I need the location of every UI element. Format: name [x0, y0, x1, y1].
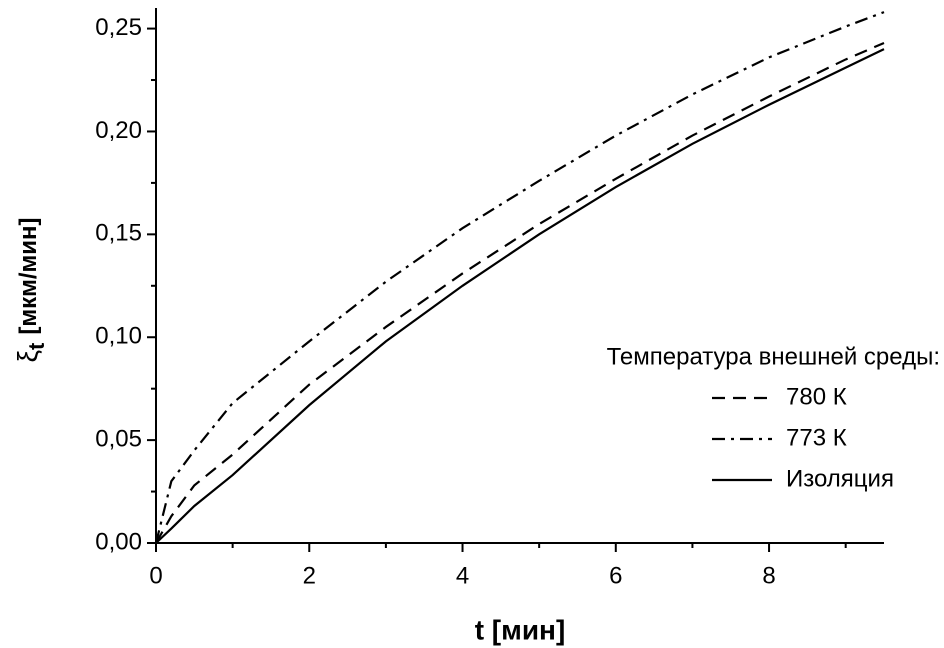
legend-label: Изоляция: [786, 465, 894, 492]
y-tick-label: 0,00: [95, 528, 142, 555]
y-tick-label: 0,05: [95, 425, 142, 452]
y-tick-label: 0,15: [95, 220, 142, 247]
x-tick-label: 8: [762, 562, 775, 589]
series-line: [154, 11, 885, 544]
y-label-symbol: ξ: [12, 350, 43, 363]
y-tick-label: 0,10: [95, 323, 142, 350]
series-line: [155, 48, 885, 544]
legend-label: 780 К: [786, 383, 847, 410]
legend-title: Температура внешней среды:: [607, 343, 940, 370]
y-tick-label: 0,25: [95, 14, 142, 41]
y-tick-label: 0,20: [95, 117, 142, 144]
series-line: [155, 41, 885, 544]
x-tick-label: 6: [609, 562, 622, 589]
x-axis-label: t [мин]: [475, 614, 566, 645]
y-label-subscript: t: [24, 342, 49, 350]
x-tick-label: 0: [149, 562, 162, 589]
y-axis-label: ξt [мкм/мин]: [12, 217, 48, 362]
y-label-unit: [мкм/мин]: [15, 217, 42, 334]
legend-label: 773 К: [786, 424, 847, 451]
x-tick-label: 2: [303, 562, 316, 589]
x-tick-label: 4: [456, 562, 469, 589]
